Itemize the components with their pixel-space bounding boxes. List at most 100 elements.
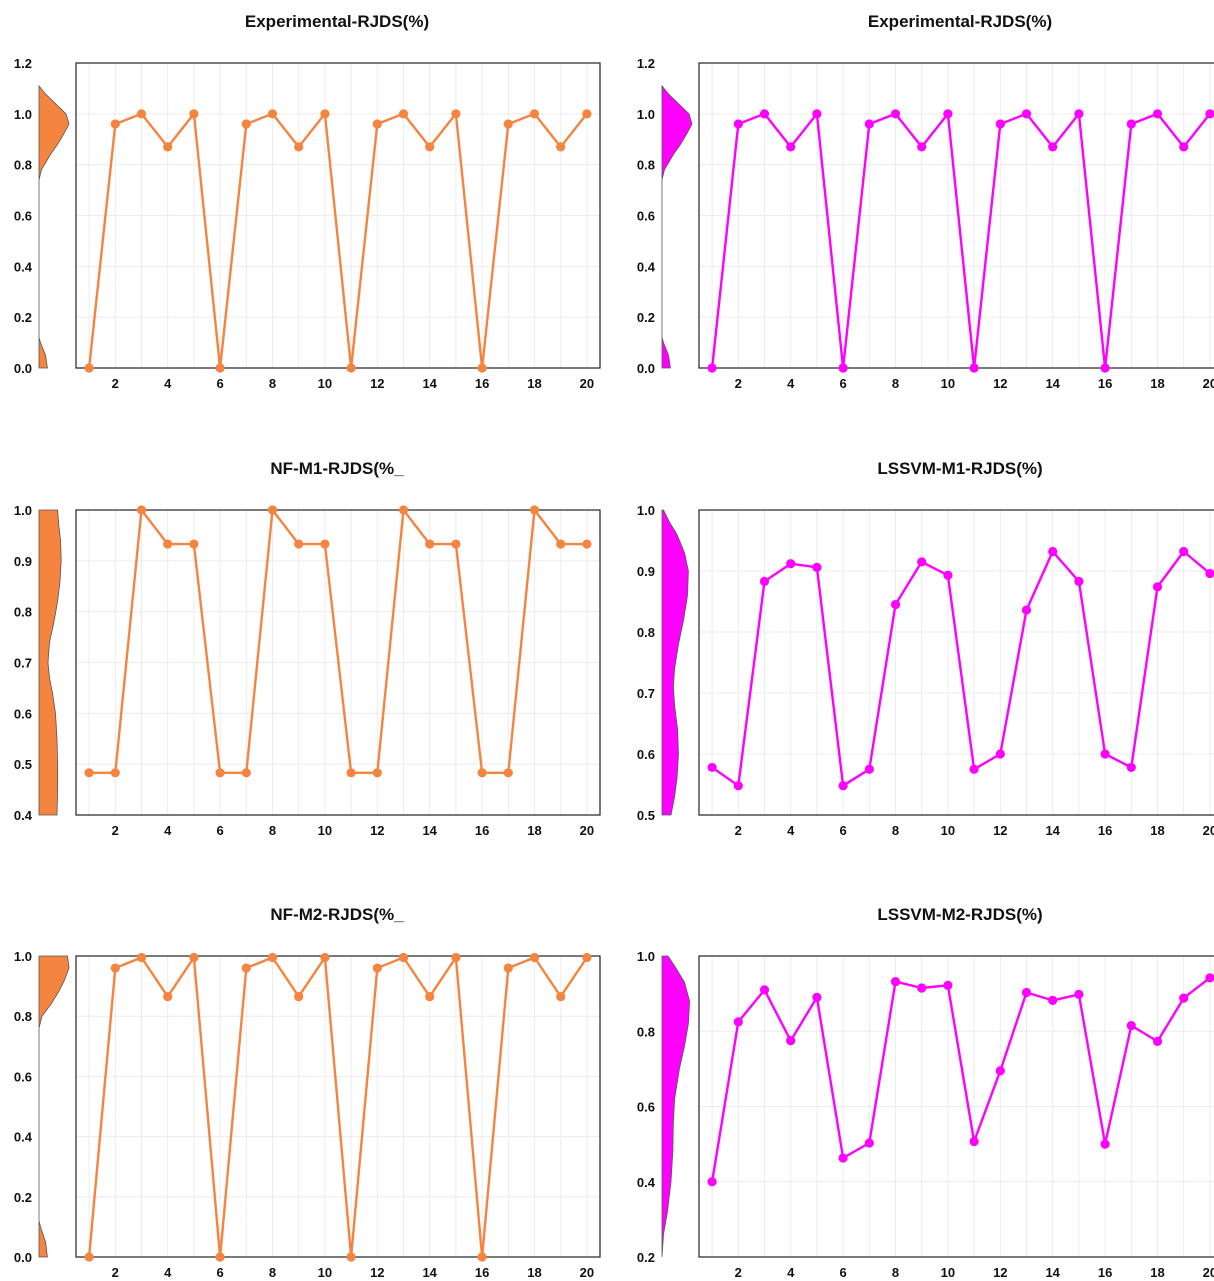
data-point — [189, 539, 199, 549]
x-tick-label: 4 — [787, 1265, 795, 1280]
data-point — [582, 109, 592, 119]
data-point — [1100, 1139, 1110, 1149]
y-tick-label: 0.9 — [637, 564, 655, 579]
density-curve — [38, 337, 48, 369]
data-point — [943, 980, 953, 990]
data-point — [163, 992, 173, 1002]
data-point — [1021, 987, 1032, 998]
data-point — [1205, 973, 1214, 983]
data-point — [1074, 989, 1084, 999]
data-point — [707, 363, 717, 373]
x-tick-label: 14 — [422, 1265, 437, 1280]
x-tick-label: 8 — [892, 376, 899, 391]
chart-panel-3: NF-M1-RJDS(%_ 0.4 0.5 0.6 0.7 0.8 0.9 1.0 2 4 6 8 10… — [14, 459, 601, 838]
data-point — [477, 363, 487, 373]
y-tick-label: 0.6 — [637, 747, 655, 762]
y-tick-label: 0.2 — [637, 1250, 655, 1265]
x-tick-label: 2 — [112, 823, 119, 838]
x-tick-label: 10 — [941, 823, 955, 838]
data-point — [372, 768, 382, 778]
data-point — [477, 1252, 487, 1262]
x-tick-label: 2 — [112, 376, 119, 391]
chart-panel-6: LSSVM-M2-RJDS(%) 0.2 0.4 0.6 0.8 1.0 2 4 6 8 10 12 1… — [637, 905, 1214, 1280]
y-tick-label: 0.2 — [14, 310, 32, 325]
y-tick-label: 0.4 — [14, 1130, 33, 1145]
y-tick-label: 1.0 — [637, 949, 655, 964]
y-tick-label: 1.2 — [637, 56, 655, 71]
data-point — [786, 1036, 796, 1046]
data-point — [241, 119, 251, 129]
data-point — [917, 983, 927, 993]
plot-frame — [75, 955, 601, 1258]
data-point — [294, 992, 304, 1002]
data-point — [943, 109, 953, 119]
chart-title: LSSVM-M1-RJDS(%) — [877, 459, 1042, 478]
data-point — [1179, 142, 1189, 152]
data-point — [1100, 749, 1110, 759]
y-tick-label: 0.2 — [637, 310, 655, 325]
data-point — [995, 749, 1005, 759]
data-point — [398, 505, 409, 515]
y-tick-label: 0.5 — [637, 808, 655, 823]
chart-panel-1: Experimental-RJDS(%) 0.0 0.2 0.4 0.6 0.8 1.0 1.… — [14, 12, 601, 391]
x-tick-label: 12 — [370, 823, 384, 838]
chart-title: Experimental-RJDS(%) — [868, 12, 1052, 31]
plot-frame — [75, 62, 601, 369]
data-point — [1205, 568, 1214, 579]
density-curve — [38, 1220, 48, 1258]
y-tick-label: 0.4 — [637, 259, 656, 274]
data-point — [346, 768, 356, 778]
data-point — [707, 762, 717, 773]
y-tick-label: 1.0 — [637, 107, 655, 122]
y-tick-label: 0.8 — [637, 625, 655, 640]
y-tick-label: 0.8 — [14, 605, 32, 620]
plot-frame — [75, 509, 601, 816]
x-tick-label: 18 — [1150, 823, 1164, 838]
y-tick-label: 1.2 — [14, 56, 32, 71]
data-point — [215, 363, 225, 373]
data-point — [215, 768, 225, 778]
x-tick-label: 8 — [269, 823, 276, 838]
data-point — [1152, 1036, 1163, 1047]
x-tick-label: 18 — [1150, 1265, 1164, 1280]
y-tick-label: 0.0 — [637, 361, 655, 376]
data-point — [425, 539, 435, 549]
data-point — [556, 992, 566, 1002]
data-point — [864, 1138, 874, 1148]
x-tick-label: 12 — [993, 376, 1007, 391]
density-curve — [38, 84, 70, 180]
data-point — [84, 363, 94, 373]
data-point — [1179, 546, 1189, 557]
x-tick-label: 2 — [112, 1265, 119, 1280]
data-point — [733, 781, 743, 791]
data-point — [320, 952, 330, 963]
x-tick-label: 8 — [892, 1265, 899, 1280]
y-tick-label: 0.8 — [14, 1009, 32, 1024]
y-tick-label: 0.8 — [637, 1024, 655, 1039]
y-tick-label: 0.0 — [14, 1250, 32, 1265]
x-tick-label: 14 — [1045, 823, 1060, 838]
y-tick-label: 1.0 — [637, 503, 655, 518]
x-tick-label: 16 — [1098, 1265, 1112, 1280]
density-curve — [38, 509, 62, 816]
x-tick-label: 14 — [1045, 376, 1060, 391]
y-tick-label: 0.6 — [14, 706, 32, 721]
x-tick-label: 16 — [475, 823, 489, 838]
data-point — [917, 557, 927, 567]
data-point — [503, 119, 513, 129]
data-point — [707, 1177, 717, 1187]
data-point — [838, 1153, 848, 1163]
data-point — [812, 109, 822, 119]
data-point — [969, 1136, 979, 1147]
x-tick-label: 20 — [580, 1265, 594, 1280]
data-point — [294, 142, 304, 152]
y-tick-label: 0.2 — [14, 1190, 32, 1205]
x-tick-label: 14 — [1045, 1265, 1060, 1280]
data-point — [241, 963, 251, 973]
x-tick-label: 20 — [580, 376, 594, 391]
x-tick-label: 18 — [1150, 376, 1164, 391]
data-point — [943, 570, 953, 580]
y-tick-label: 0.6 — [637, 209, 655, 224]
chart-title: NF-M2-RJDS(%_ — [270, 905, 404, 924]
y-tick-label: 1.0 — [14, 503, 32, 518]
